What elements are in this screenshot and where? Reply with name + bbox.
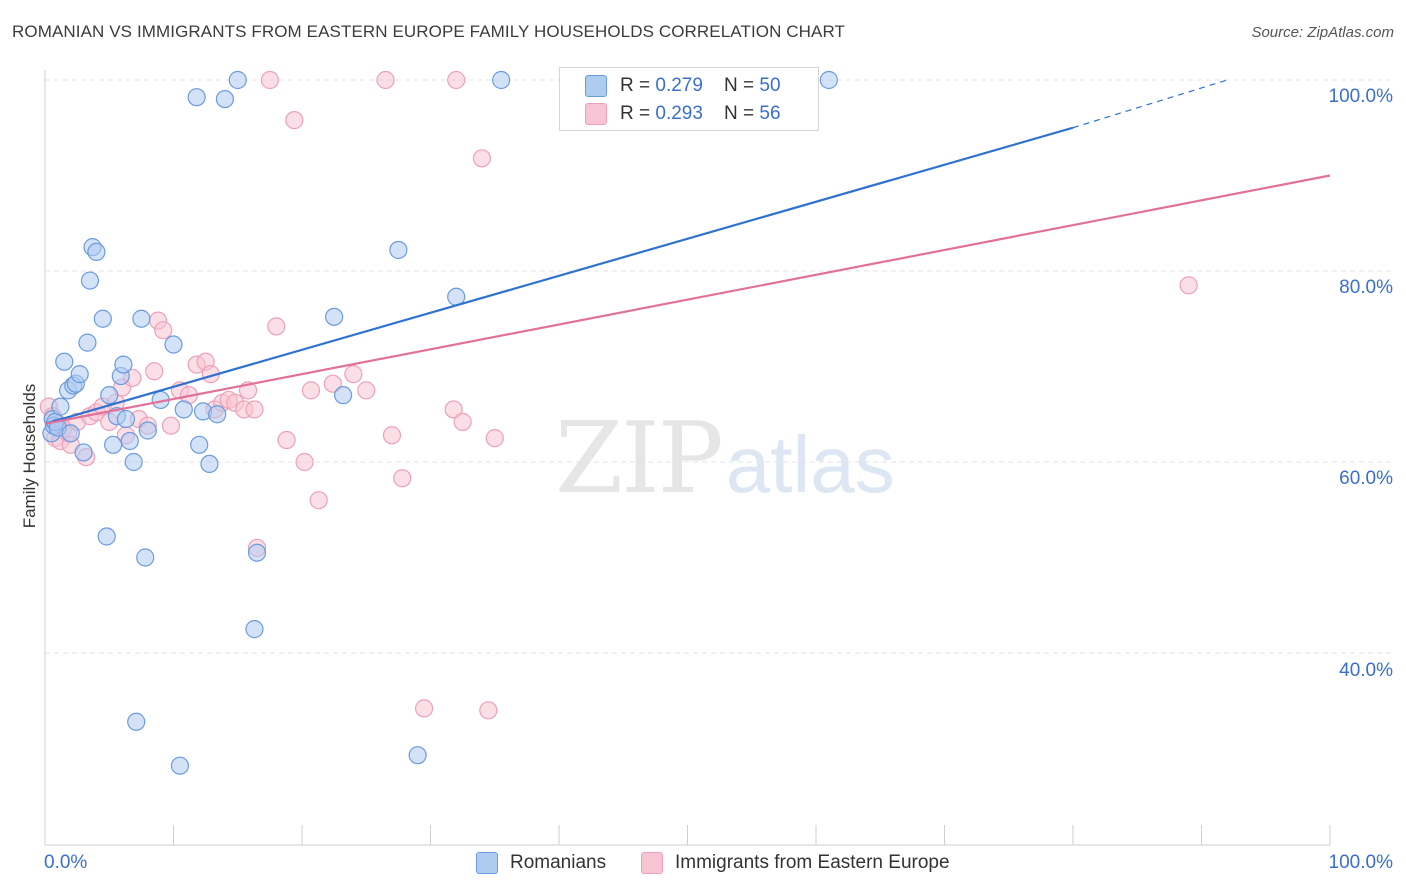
data-point-romanians [819,70,838,90]
pink-swatch [585,103,607,125]
data-point-immigrants [295,452,314,472]
chart-source: Source: ZipAtlas.com [1251,24,1394,41]
n-value: 50 [759,75,781,96]
data-point-romanians [200,454,219,474]
data-point-romanians [245,620,264,639]
x-tick-label-max: 100.0% [1328,852,1393,873]
data-point-romanians [334,386,353,405]
legend-row-romanians: R = 0.279 N = 50 [585,73,781,99]
watermark: ZIPatlas [555,402,895,516]
data-point-romanians [132,309,151,328]
y-tick-label: 40.0% [1339,660,1393,681]
r-label: R = [620,103,656,124]
data-point-romanians [51,397,70,416]
data-point-immigrants [245,400,264,419]
legend-label-immigrants: Immigrants from Eastern Europe [675,852,950,873]
data-point-romanians [187,88,206,107]
data-point-romanians [138,421,157,440]
y-axis-label: Family Households [20,383,39,529]
n-value: 56 [759,103,781,124]
data-point-immigrants [277,430,296,450]
r-label: R = [620,75,656,96]
r-value: 0.279 [655,75,703,96]
data-point-immigrants [1179,276,1198,295]
n-label: N = [724,103,760,124]
data-point-romanians [136,548,155,567]
trendline-romanians-extension [1072,79,1228,129]
data-point-romanians [87,242,106,261]
data-point-romanians [120,431,139,451]
data-point-romanians [80,271,100,290]
trendline-romanians [44,126,1074,425]
data-point-romanians [104,435,123,454]
data-point-romanians [124,452,143,472]
y-tick-label: 100.0% [1328,86,1393,107]
data-point-immigrants [161,416,181,435]
data-point-romanians [215,89,234,109]
data-point-immigrants [376,70,395,90]
data-point-immigrants [309,491,328,510]
data-point-immigrants [479,701,498,720]
n-label: N = [724,75,760,96]
chart-title: ROMANIAN VS IMMIGRANTS FROM EASTERN EURO… [12,22,846,41]
data-point-immigrants [382,426,402,445]
data-point-romanians [174,400,193,419]
y-tick-label: 60.0% [1339,468,1393,489]
data-point-immigrants [285,111,304,130]
y-tick-label: 80.0% [1339,277,1393,298]
data-point-romanians [190,435,209,454]
blue-swatch [585,75,607,97]
data-point-immigrants [260,70,279,90]
data-point-romanians [61,424,80,443]
legend-item-immigrants[interactable]: Immigrants from Eastern Europe [641,852,950,874]
watermark-atlas: atlas [725,420,895,509]
data-point-romanians [389,240,408,260]
data-point-romanians [70,365,89,384]
data-point-romanians [164,335,183,354]
data-point-immigrants [301,381,321,400]
data-point-romanians [74,443,93,462]
data-point-immigrants [323,374,342,393]
data-point-immigrants [485,429,504,448]
data-point-romanians [408,746,427,765]
data-point-immigrants [267,317,286,336]
data-point-immigrants [472,149,491,168]
series-legend: Romanians Immigrants from Eastern Europe [0,852,1406,878]
data-point-immigrants [357,381,376,400]
data-point-immigrants [453,412,472,431]
legend-item-romanians[interactable]: Romanians [476,852,606,874]
data-point-romanians [492,70,511,90]
data-point-romanians [116,409,136,429]
pink-swatch [641,852,663,874]
legend-label-romanians: Romanians [510,852,607,873]
data-point-immigrants [344,365,363,384]
data-point-romanians [114,355,133,374]
data-point-romanians [93,309,112,328]
data-point-romanians [228,70,247,90]
data-point-immigrants [447,70,466,90]
trendline-immigrants [44,174,1331,425]
data-point-romanians [127,712,146,731]
blue-swatch [476,852,498,874]
r-value: 0.293 [655,103,703,124]
data-point-romanians [170,756,190,775]
data-point-immigrants [393,469,412,488]
legend-row-immigrants: R = 0.293 N = 56 [585,101,781,127]
data-point-romanians [97,527,116,546]
data-point-romanians [325,307,344,326]
stats-legend: R = 0.279 N = 50 R = 0.293 N = 56 [559,67,819,131]
data-point-immigrants [414,699,434,718]
data-point-romanians [208,405,227,424]
data-point-immigrants [145,362,164,381]
data-point-romanians [247,543,267,562]
data-point-immigrants [444,400,463,419]
x-tick-label-min: 0.0% [44,852,88,873]
watermark-zip: ZIP [555,402,724,516]
data-point-romanians [100,386,119,405]
data-point-romanians [78,333,97,352]
data-point-romanians [55,352,74,371]
data-point-immigrants [154,321,173,340]
